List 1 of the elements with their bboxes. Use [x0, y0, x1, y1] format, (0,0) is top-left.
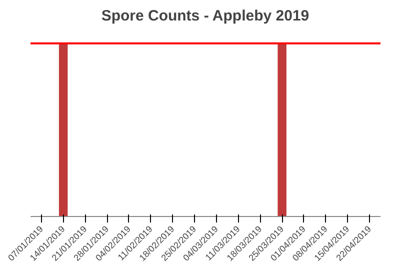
chart-title: Spore Counts - Appleby 2019 [101, 8, 310, 24]
